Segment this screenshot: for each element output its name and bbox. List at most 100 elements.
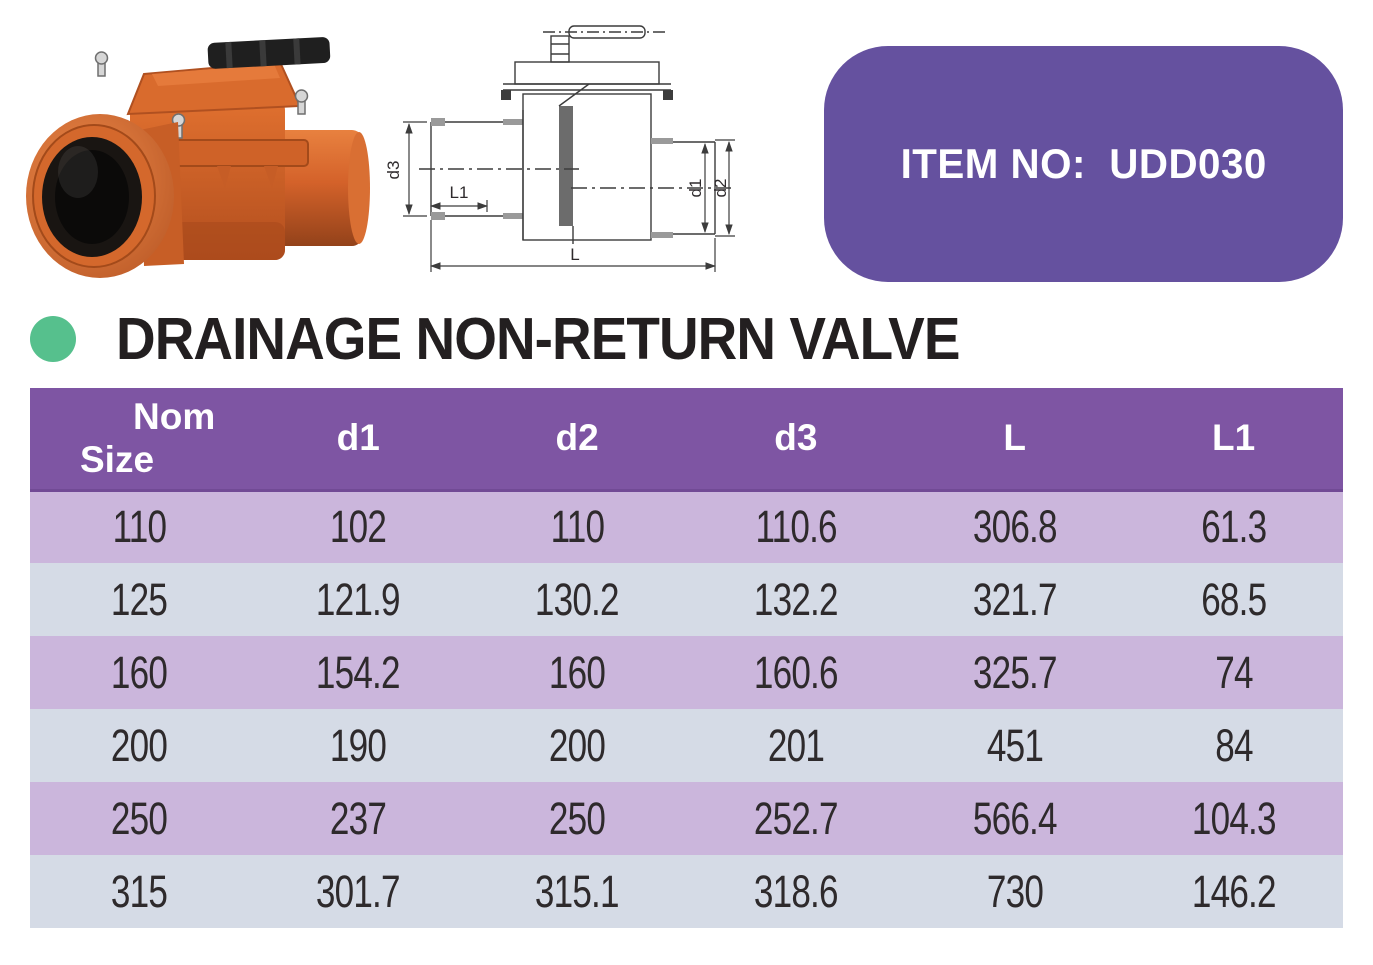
cell-value: 566.4 <box>972 792 1058 844</box>
table-cell: 250 <box>30 782 249 855</box>
table-cell: 190 <box>248 709 468 782</box>
table-cell: 160 <box>30 636 249 709</box>
cell-value: 451 <box>986 719 1044 771</box>
section-title-row: DRAINAGE NON-RETURN VALVE <box>30 305 1023 373</box>
cell-value: 325.7 <box>972 646 1058 698</box>
table-row: 110 102 110 110.6 306.8 61.3 <box>30 490 1343 563</box>
table-cell: 201 <box>686 709 906 782</box>
col-header-d1: d1 <box>248 388 468 492</box>
dim-label-d3: d3 <box>384 161 403 180</box>
table-cell: 250 <box>467 782 687 855</box>
cell-value: 74 <box>1214 646 1253 698</box>
cell-value: 61.3 <box>1200 501 1267 553</box>
cell-value: 160 <box>111 646 168 698</box>
table-header-row: Nom Size d1 d2 d3 L L1 <box>30 388 1343 492</box>
table-cell: 301.7 <box>248 855 468 928</box>
table-cell: 110 <box>467 490 687 563</box>
table-cell: 104.3 <box>1124 782 1343 855</box>
table-cell: 121.9 <box>248 563 468 636</box>
dim-label-l: L <box>570 245 579 264</box>
col-header-l: L <box>905 388 1125 492</box>
table-cell: 237 <box>248 782 468 855</box>
cell-value: 110 <box>112 501 167 553</box>
table-cell: 68.5 <box>1124 563 1343 636</box>
table-cell: 110 <box>30 490 249 563</box>
cell-value: 160 <box>548 646 606 698</box>
table-row: 125 121.9 130.2 132.2 321.7 68.5 <box>30 563 1343 636</box>
table-cell: 61.3 <box>1124 490 1343 563</box>
table-cell: 160.6 <box>686 636 906 709</box>
green-bullet-icon <box>30 316 76 362</box>
table-row: 200 190 200 201 451 84 <box>30 709 1343 782</box>
table-row: 250 237 250 252.7 566.4 104.3 <box>30 782 1343 855</box>
cell-value: 110 <box>550 501 604 553</box>
table-row: 315 301.7 315.1 318.6 730 146.2 <box>30 855 1343 928</box>
table-cell: 154.2 <box>248 636 468 709</box>
table-cell: 318.6 <box>686 855 906 928</box>
cell-value: 146.2 <box>1191 865 1277 917</box>
cell-value: 730 <box>986 865 1044 917</box>
cell-value: 301.7 <box>316 865 401 917</box>
table-cell: 84 <box>1124 709 1343 782</box>
dim-label-d2: d2 <box>711 179 730 198</box>
table-body: 110 102 110 110.6 306.8 61.3 125 121.9 130.2 132.… <box>30 490 1343 928</box>
table-cell: 125 <box>30 563 249 636</box>
table-cell: 200 <box>467 709 687 782</box>
table-cell: 102 <box>248 490 468 563</box>
item-number-text: ITEM NO: UDD030 <box>900 140 1267 187</box>
cell-value: 315.1 <box>535 865 620 917</box>
cell-value: 110.6 <box>755 501 837 553</box>
cell-value: 102 <box>330 501 387 553</box>
table-cell: 306.8 <box>905 490 1125 563</box>
table-row: 160 154.2 160 160.6 325.7 74 <box>30 636 1343 709</box>
table-cell: 315.1 <box>467 855 687 928</box>
table-cell: 130.2 <box>467 563 687 636</box>
cell-value: 250 <box>548 792 606 844</box>
product-photo <box>12 12 377 297</box>
cell-value: 84 <box>1214 719 1253 771</box>
dimension-table: Nom Size d1 d2 d3 L L1 110 102 110 110.6 306… <box>30 388 1343 928</box>
cell-value: 121.9 <box>316 573 401 625</box>
cell-value: 132.2 <box>753 573 839 625</box>
table-cell: 451 <box>905 709 1125 782</box>
table-cell: 110.6 <box>686 490 906 563</box>
cell-value: 200 <box>111 719 168 771</box>
cell-value: 237 <box>330 792 387 844</box>
cell-value: 160.6 <box>753 646 839 698</box>
table-cell: 200 <box>30 709 249 782</box>
col-header-d2: d2 <box>467 388 687 492</box>
col-header-nom-size: Nom Size <box>30 388 249 492</box>
cell-value: 190 <box>330 719 387 771</box>
valve-photo-illustration <box>26 37 370 278</box>
cell-value: 315 <box>111 865 168 917</box>
technical-drawing: d3 L1 L d1 d2 <box>383 14 748 282</box>
table-cell: 315 <box>30 855 249 928</box>
table-cell: 566.4 <box>905 782 1125 855</box>
cell-value: 318.6 <box>753 865 839 917</box>
col-header-nom-line: Nom <box>133 395 216 437</box>
cell-value: 125 <box>111 573 168 625</box>
table-cell: 730 <box>905 855 1125 928</box>
cell-value: 201 <box>767 719 825 771</box>
table-cell: 146.2 <box>1124 855 1343 928</box>
col-header-size-line: Size <box>80 439 155 481</box>
cell-value: 250 <box>111 792 168 844</box>
cell-value: 104.3 <box>1191 792 1277 844</box>
dim-label-d1: d1 <box>686 179 705 198</box>
cell-value: 200 <box>548 719 606 771</box>
table-cell: 325.7 <box>905 636 1125 709</box>
cell-value: 321.7 <box>972 573 1058 625</box>
cell-value: 306.8 <box>972 501 1058 553</box>
dim-label-l1: L1 <box>450 183 469 202</box>
table-cell: 160 <box>467 636 687 709</box>
valve-dimension-drawing: d3 L1 L d1 d2 <box>384 25 735 272</box>
table-cell: 252.7 <box>686 782 906 855</box>
col-header-d3: d3 <box>686 388 906 492</box>
page-title: DRAINAGE NON-RETURN VALVE <box>116 306 960 372</box>
cell-value: 130.2 <box>535 573 620 625</box>
table-cell: 74 <box>1124 636 1343 709</box>
table-cell: 321.7 <box>905 563 1125 636</box>
table-cell: 132.2 <box>686 563 906 636</box>
table-header: Nom Size d1 d2 d3 L L1 <box>30 388 1343 492</box>
